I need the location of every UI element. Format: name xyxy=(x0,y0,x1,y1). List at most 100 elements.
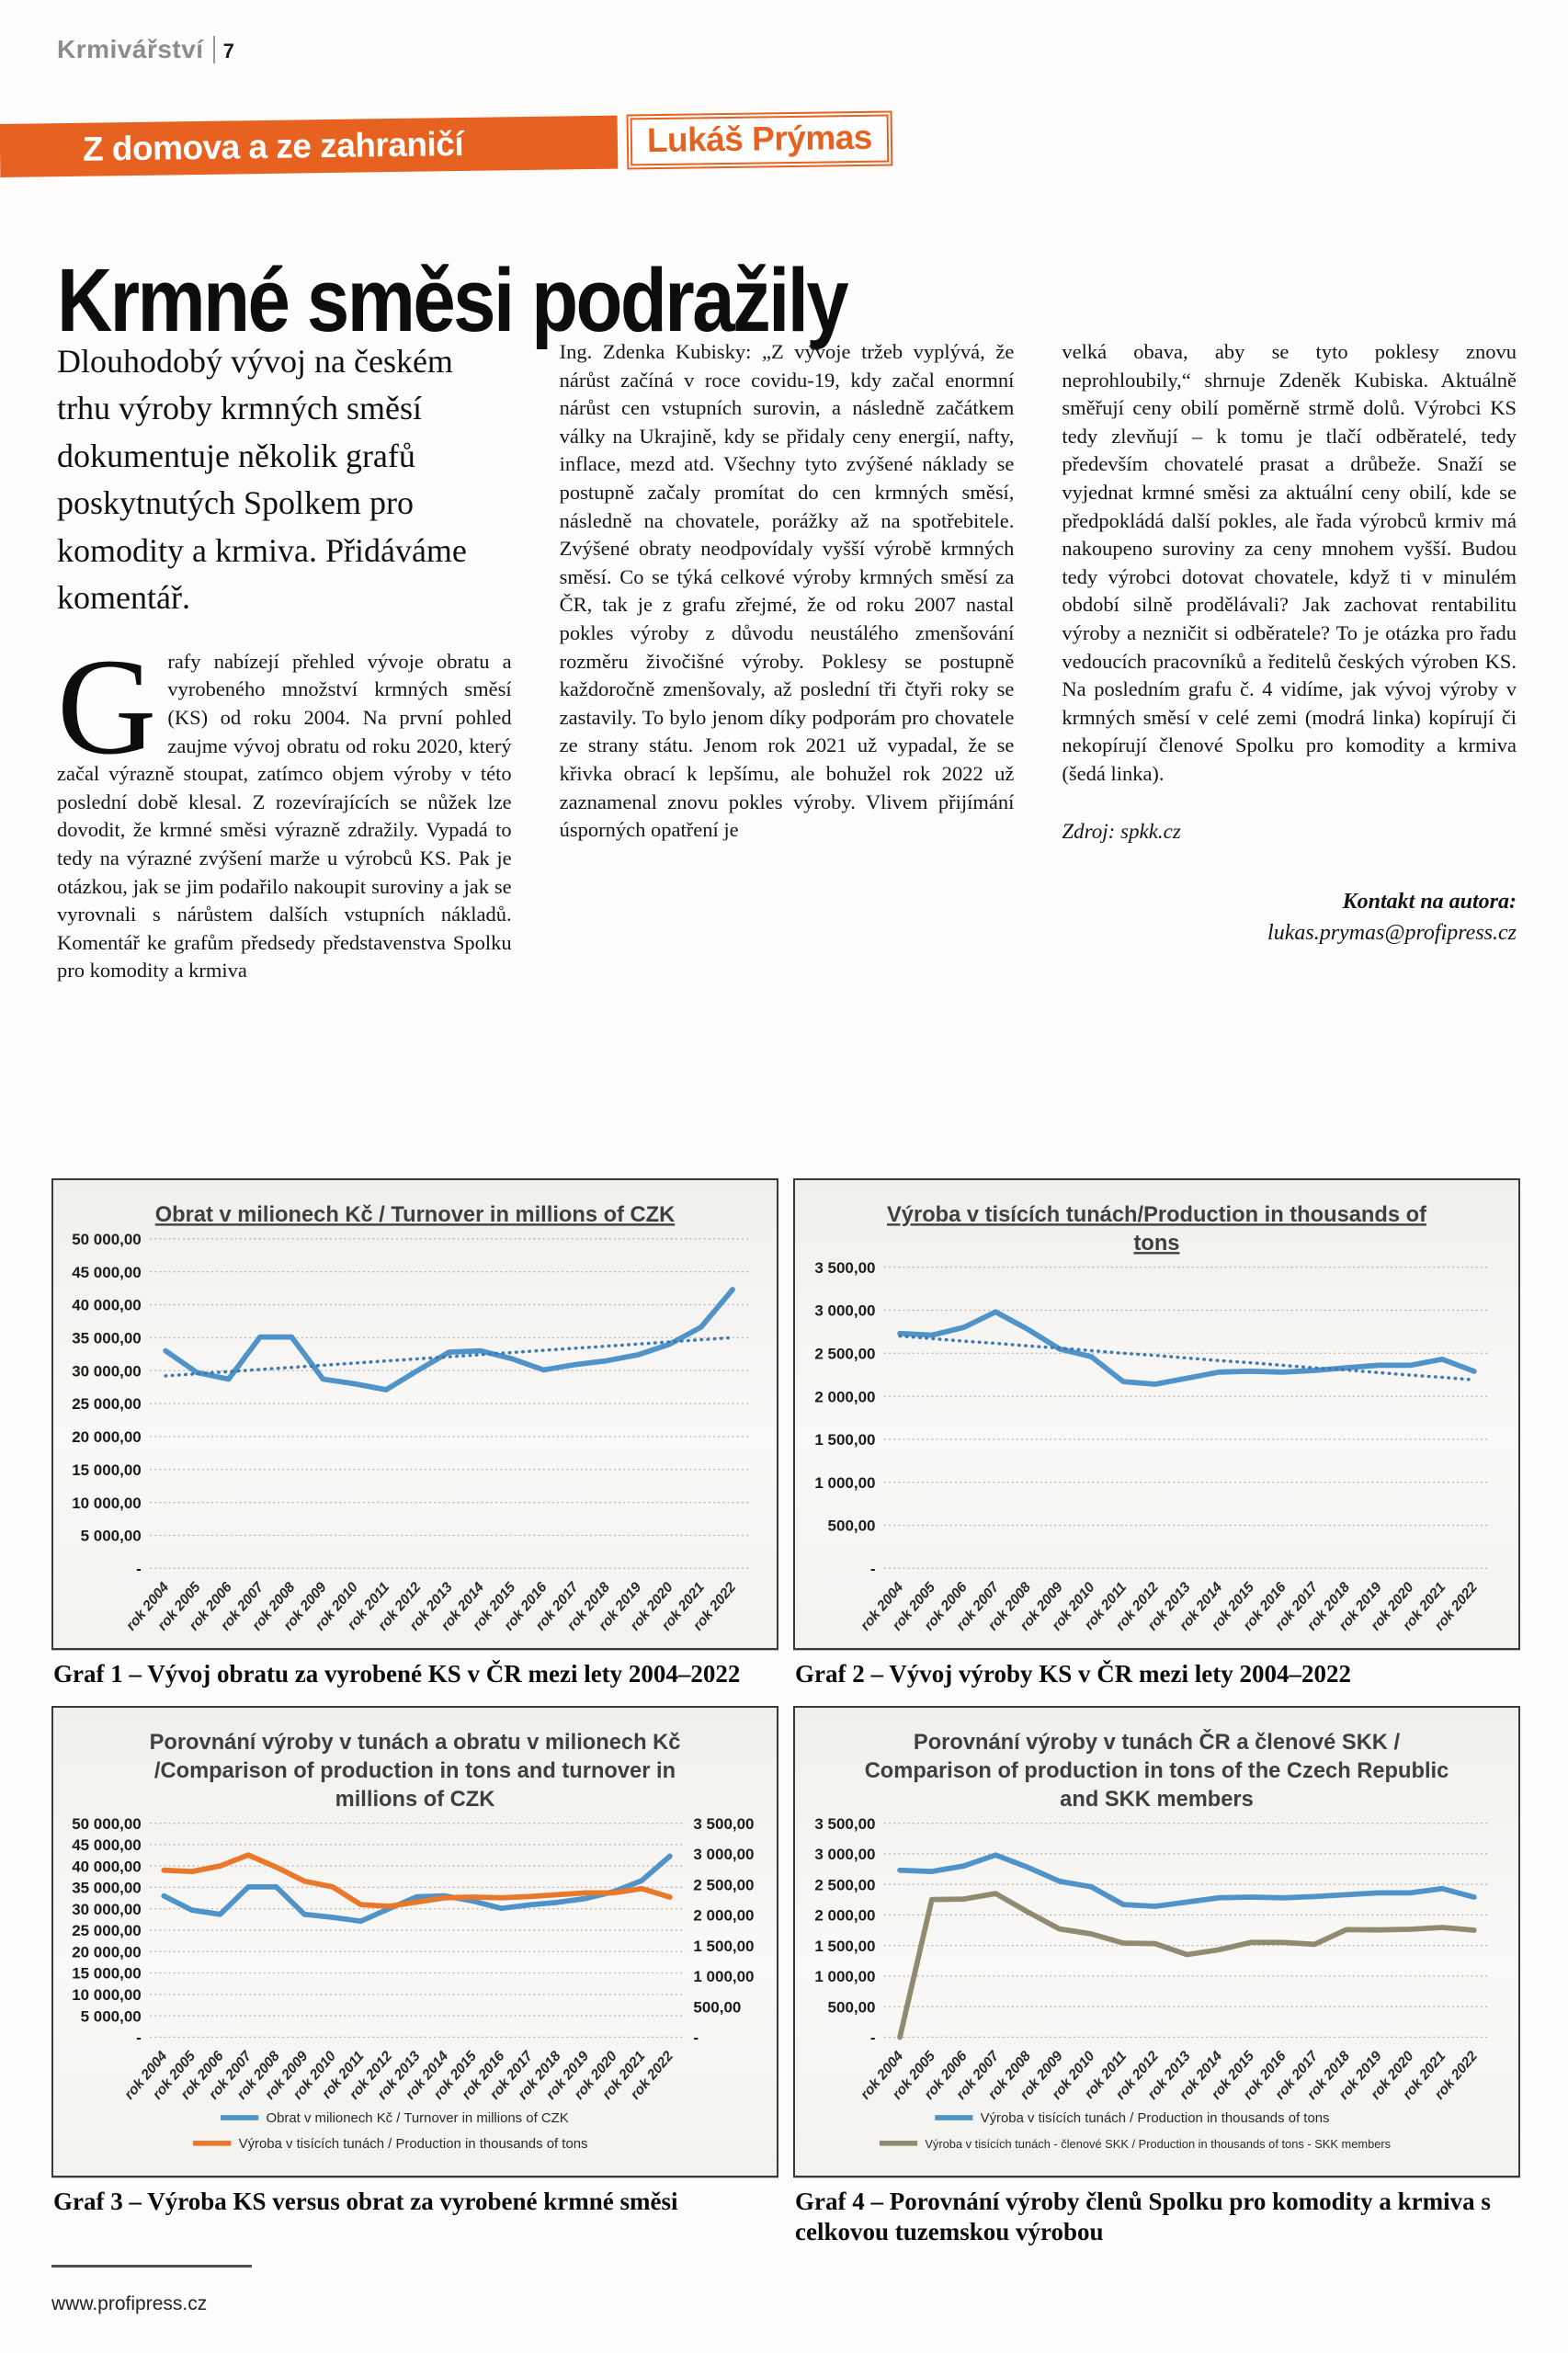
article-headline: Krmné směsi podražily xyxy=(57,249,849,350)
column-1: Dlouhodobý vývoj na českém trhu výroby k… xyxy=(57,338,512,985)
contact-label: Kontakt na autora: xyxy=(1342,889,1517,914)
chart-svg: Obrat v milionech Kč / Turnover in milli… xyxy=(72,1203,749,1633)
svg-text:Porovnání výroby v tunách a ob: Porovnání výroby v tunách a obratu v mil… xyxy=(150,1731,681,1755)
section-banner-label: Z domova a ze zahraničí xyxy=(82,124,464,168)
svg-text:5 000,00: 5 000,00 xyxy=(81,2007,142,2025)
svg-text:Porovnání výroby v tunách ČR a: Porovnání výroby v tunách ČR a členové S… xyxy=(914,1729,1401,1755)
chart-cell-1: Obrat v milionech Kč / Turnover in milli… xyxy=(51,1178,778,1706)
svg-text:3 000,00: 3 000,00 xyxy=(693,1846,754,1863)
svg-text:45 000,00: 45 000,00 xyxy=(72,1264,142,1281)
column-3: velká obava, aby se tyto poklesy znovu n… xyxy=(1062,338,1517,985)
svg-text:-: - xyxy=(870,2029,876,2046)
magazine-name: Krmivářství xyxy=(57,35,204,63)
svg-text:/Comparison of production in t: /Comparison of production in tons and tu… xyxy=(154,1759,676,1783)
svg-text:20 000,00: 20 000,00 xyxy=(72,1943,142,1961)
body-paragraph-3: velká obava, aby se tyto poklesy znovu n… xyxy=(1062,340,1517,785)
svg-text:25 000,00: 25 000,00 xyxy=(72,1922,142,1939)
svg-text:Comparison of production in to: Comparison of production in tons of the … xyxy=(865,1759,1449,1783)
svg-text:3 000,00: 3 000,00 xyxy=(814,1302,875,1320)
source-line: Zdroj: spkk.cz xyxy=(1062,819,1181,843)
article-columns: Dlouhodobý vývoj na českém trhu výroby k… xyxy=(57,338,1517,985)
svg-text:50 000,00: 50 000,00 xyxy=(72,1815,142,1833)
svg-text:Výroba v tisících tunách / Pro: Výroba v tisících tunách / Production in… xyxy=(239,2136,588,2152)
author-name: Lukáš Prýmas xyxy=(646,118,873,160)
chart-caption-graf1: Graf 1 – Vývoj obratu za vyrobené KS v Č… xyxy=(53,1659,741,1688)
chart-graf4: Porovnání výroby v tunách ČR a členové S… xyxy=(793,1705,1520,2177)
page-footer: www.profipress.cz xyxy=(51,2265,252,2315)
section-banner-row: Z domova a ze zahraničí Lukáš Prýmas xyxy=(0,110,893,178)
svg-text:-: - xyxy=(136,1560,142,1577)
chart-caption-graf3: Graf 3 – Výroba KS versus obrat za vyrob… xyxy=(53,2187,678,2215)
svg-text:2 000,00: 2 000,00 xyxy=(814,1906,875,1924)
svg-text:25 000,00: 25 000,00 xyxy=(72,1395,142,1413)
svg-text:10 000,00: 10 000,00 xyxy=(72,1495,142,1512)
svg-text:40 000,00: 40 000,00 xyxy=(72,1858,142,1875)
chart-graf2: Výroba v tisících tunách/Production in t… xyxy=(793,1178,1520,1650)
svg-text:500,00: 500,00 xyxy=(828,1998,876,2016)
svg-text:15 000,00: 15 000,00 xyxy=(72,1461,142,1479)
svg-text:2 000,00: 2 000,00 xyxy=(814,1388,875,1405)
chart-cell-4: Porovnání výroby v tunách ČR a členové S… xyxy=(793,1705,1520,2264)
svg-text:50 000,00: 50 000,00 xyxy=(72,1231,142,1248)
svg-text:-: - xyxy=(693,2029,699,2046)
svg-text:and SKK members: and SKK members xyxy=(1060,1788,1254,1812)
svg-text:3 500,00: 3 500,00 xyxy=(814,1815,875,1833)
svg-text:1 000,00: 1 000,00 xyxy=(814,1474,875,1492)
svg-text:tons: tons xyxy=(1133,1232,1179,1256)
header-divider xyxy=(212,36,215,63)
svg-text:20 000,00: 20 000,00 xyxy=(72,1428,142,1446)
svg-text:30 000,00: 30 000,00 xyxy=(72,1901,142,1918)
svg-text:35 000,00: 35 000,00 xyxy=(72,1879,142,1896)
svg-text:1 500,00: 1 500,00 xyxy=(814,1431,875,1449)
svg-text:15 000,00: 15 000,00 xyxy=(72,1965,142,1983)
svg-text:2 500,00: 2 500,00 xyxy=(814,1345,875,1362)
svg-text:30 000,00: 30 000,00 xyxy=(72,1362,142,1380)
page-header: Krmivářství 7 xyxy=(57,35,234,64)
svg-text:Výroba v tisících tunách - čle: Výroba v tisících tunách - členové SKK /… xyxy=(925,2137,1391,2151)
chart-graf1: Obrat v milionech Kč / Turnover in milli… xyxy=(51,1178,778,1650)
svg-text:-: - xyxy=(136,2029,142,2046)
section-banner: Z domova a ze zahraničí xyxy=(0,115,619,177)
body-paragraph-1-text: rafy nabízejí přehled vývoje obratu a vy… xyxy=(57,649,512,983)
svg-text:500,00: 500,00 xyxy=(693,1998,741,2016)
chart-svg: Porovnání výroby v tunách a obratu v mil… xyxy=(72,1731,754,2152)
svg-text:40 000,00: 40 000,00 xyxy=(72,1297,142,1314)
svg-text:-: - xyxy=(870,1560,876,1577)
author-contact: Kontakt na autora: lukas.prymas@profipre… xyxy=(1062,886,1517,950)
chart-cell-2: Výroba v tisících tunách/Production in t… xyxy=(793,1178,1520,1706)
chart-graf3: Porovnání výroby v tunách a obratu v mil… xyxy=(51,1705,778,2177)
column-2: Ing. Zdenka Kubisky: „Z vývoje tržeb vyp… xyxy=(560,338,1015,985)
svg-text:1 000,00: 1 000,00 xyxy=(814,1968,875,1985)
svg-text:3 000,00: 3 000,00 xyxy=(814,1846,875,1863)
author-badge: Lukáš Prýmas xyxy=(626,110,893,170)
chart-cell-3: Porovnání výroby v tunách a obratu v mil… xyxy=(51,1705,778,2264)
svg-text:millions of CZK: millions of CZK xyxy=(335,1788,495,1812)
footer-rule xyxy=(51,2265,252,2268)
svg-text:1 500,00: 1 500,00 xyxy=(693,1938,754,1955)
svg-text:1 000,00: 1 000,00 xyxy=(693,1968,754,1985)
svg-text:5 000,00: 5 000,00 xyxy=(81,1528,142,1545)
svg-text:Obrat v milionech Kč / Turnov: Obrat v milionech Kč / Turnover in milli… xyxy=(155,1203,676,1227)
chart-caption-graf2: Graf 2 – Vývoj výroby KS v ČR mezi lety … xyxy=(795,1659,1351,1688)
svg-text:Obrat v milionech Kč / Turnove: Obrat v milionech Kč / Turnover in milli… xyxy=(266,2110,568,2126)
charts-grid: Obrat v milionech Kč / Turnover in milli… xyxy=(51,1178,1520,2263)
svg-text:1 500,00: 1 500,00 xyxy=(814,1938,875,1955)
svg-text:2 500,00: 2 500,00 xyxy=(814,1876,875,1893)
svg-text:2 000,00: 2 000,00 xyxy=(693,1906,754,1924)
drop-cap: G xyxy=(57,630,157,783)
svg-text:500,00: 500,00 xyxy=(828,1518,876,1535)
svg-text:35 000,00: 35 000,00 xyxy=(72,1329,142,1347)
chart-svg: Výroba v tisících tunách/Production in t… xyxy=(814,1203,1491,1633)
footer-url: www.profipress.cz xyxy=(51,2293,208,2314)
page-number: 7 xyxy=(222,40,234,63)
svg-text:3 500,00: 3 500,00 xyxy=(693,1815,754,1833)
svg-text:2 500,00: 2 500,00 xyxy=(693,1876,754,1893)
body-paragraph-2: Ing. Zdenka Kubisky: „Z vývoje tržeb vyp… xyxy=(559,340,1015,842)
lead-paragraph: Dlouhodobý vývoj na českém trhu výroby k… xyxy=(57,343,467,617)
chart-caption-graf4: Graf 4 – Porovnání výroby členů Spolku p… xyxy=(795,2187,1491,2245)
chart-svg: Porovnání výroby v tunách ČR a členové S… xyxy=(814,1729,1491,2151)
svg-text:10 000,00: 10 000,00 xyxy=(72,1986,142,2004)
svg-text:Výroba v tisících tunách/Produ: Výroba v tisících tunách/Production in t… xyxy=(887,1203,1426,1227)
